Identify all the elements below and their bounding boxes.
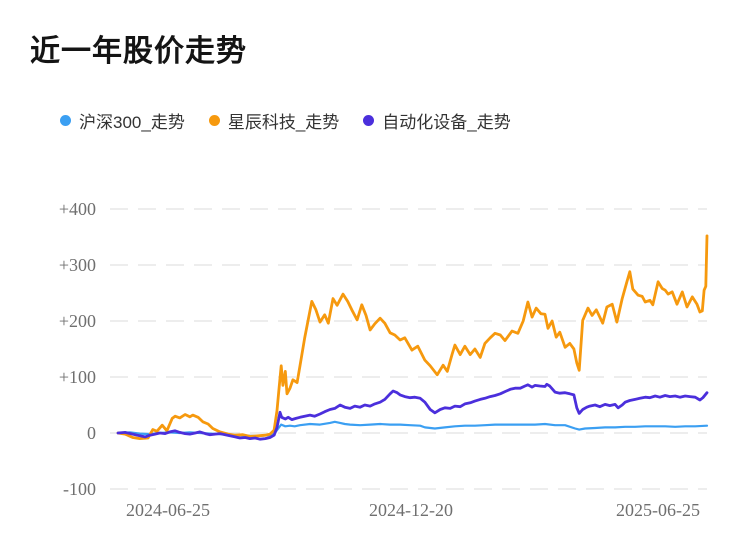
x-axis-tick: 2024-12-20 (369, 500, 453, 520)
legend-item-automation[interactable]: 自动化设备_走势 (363, 108, 511, 133)
legend-dot-icon (60, 115, 71, 126)
y-axis-tick: +400 (58, 199, 96, 219)
chart-legend: 沪深300_走势 星辰科技_走势 自动化设备_走势 (60, 108, 511, 133)
legend-dot-icon (363, 115, 375, 126)
x-axis-tick: 2025-06-25 (616, 500, 700, 520)
legend-item-xingchen[interactable]: 星辰科技_走势 (208, 108, 340, 133)
legend-label: 沪深300_走势 (79, 113, 185, 132)
x-axis-tick: 2024-06-25 (126, 500, 210, 520)
series-line-自动化设备_走势[interactable] (116, 382, 709, 441)
y-axis-tick: +200 (58, 311, 96, 331)
legend-dot-icon (208, 115, 220, 126)
y-axis-tick: +300 (58, 255, 96, 275)
legend-item-hs300[interactable]: 沪深300_走势 (60, 108, 185, 133)
legend-label: 自动化设备_走势 (382, 113, 511, 132)
y-axis-tick: +100 (58, 367, 96, 387)
series-line-星辰科技_走势[interactable] (116, 234, 709, 441)
legend-label: 星辰科技_走势 (227, 113, 340, 132)
page-title: 近一年股价走势 (30, 35, 247, 68)
y-axis-tick: -100 (63, 479, 96, 499)
y-axis-tick: 0 (87, 423, 96, 443)
